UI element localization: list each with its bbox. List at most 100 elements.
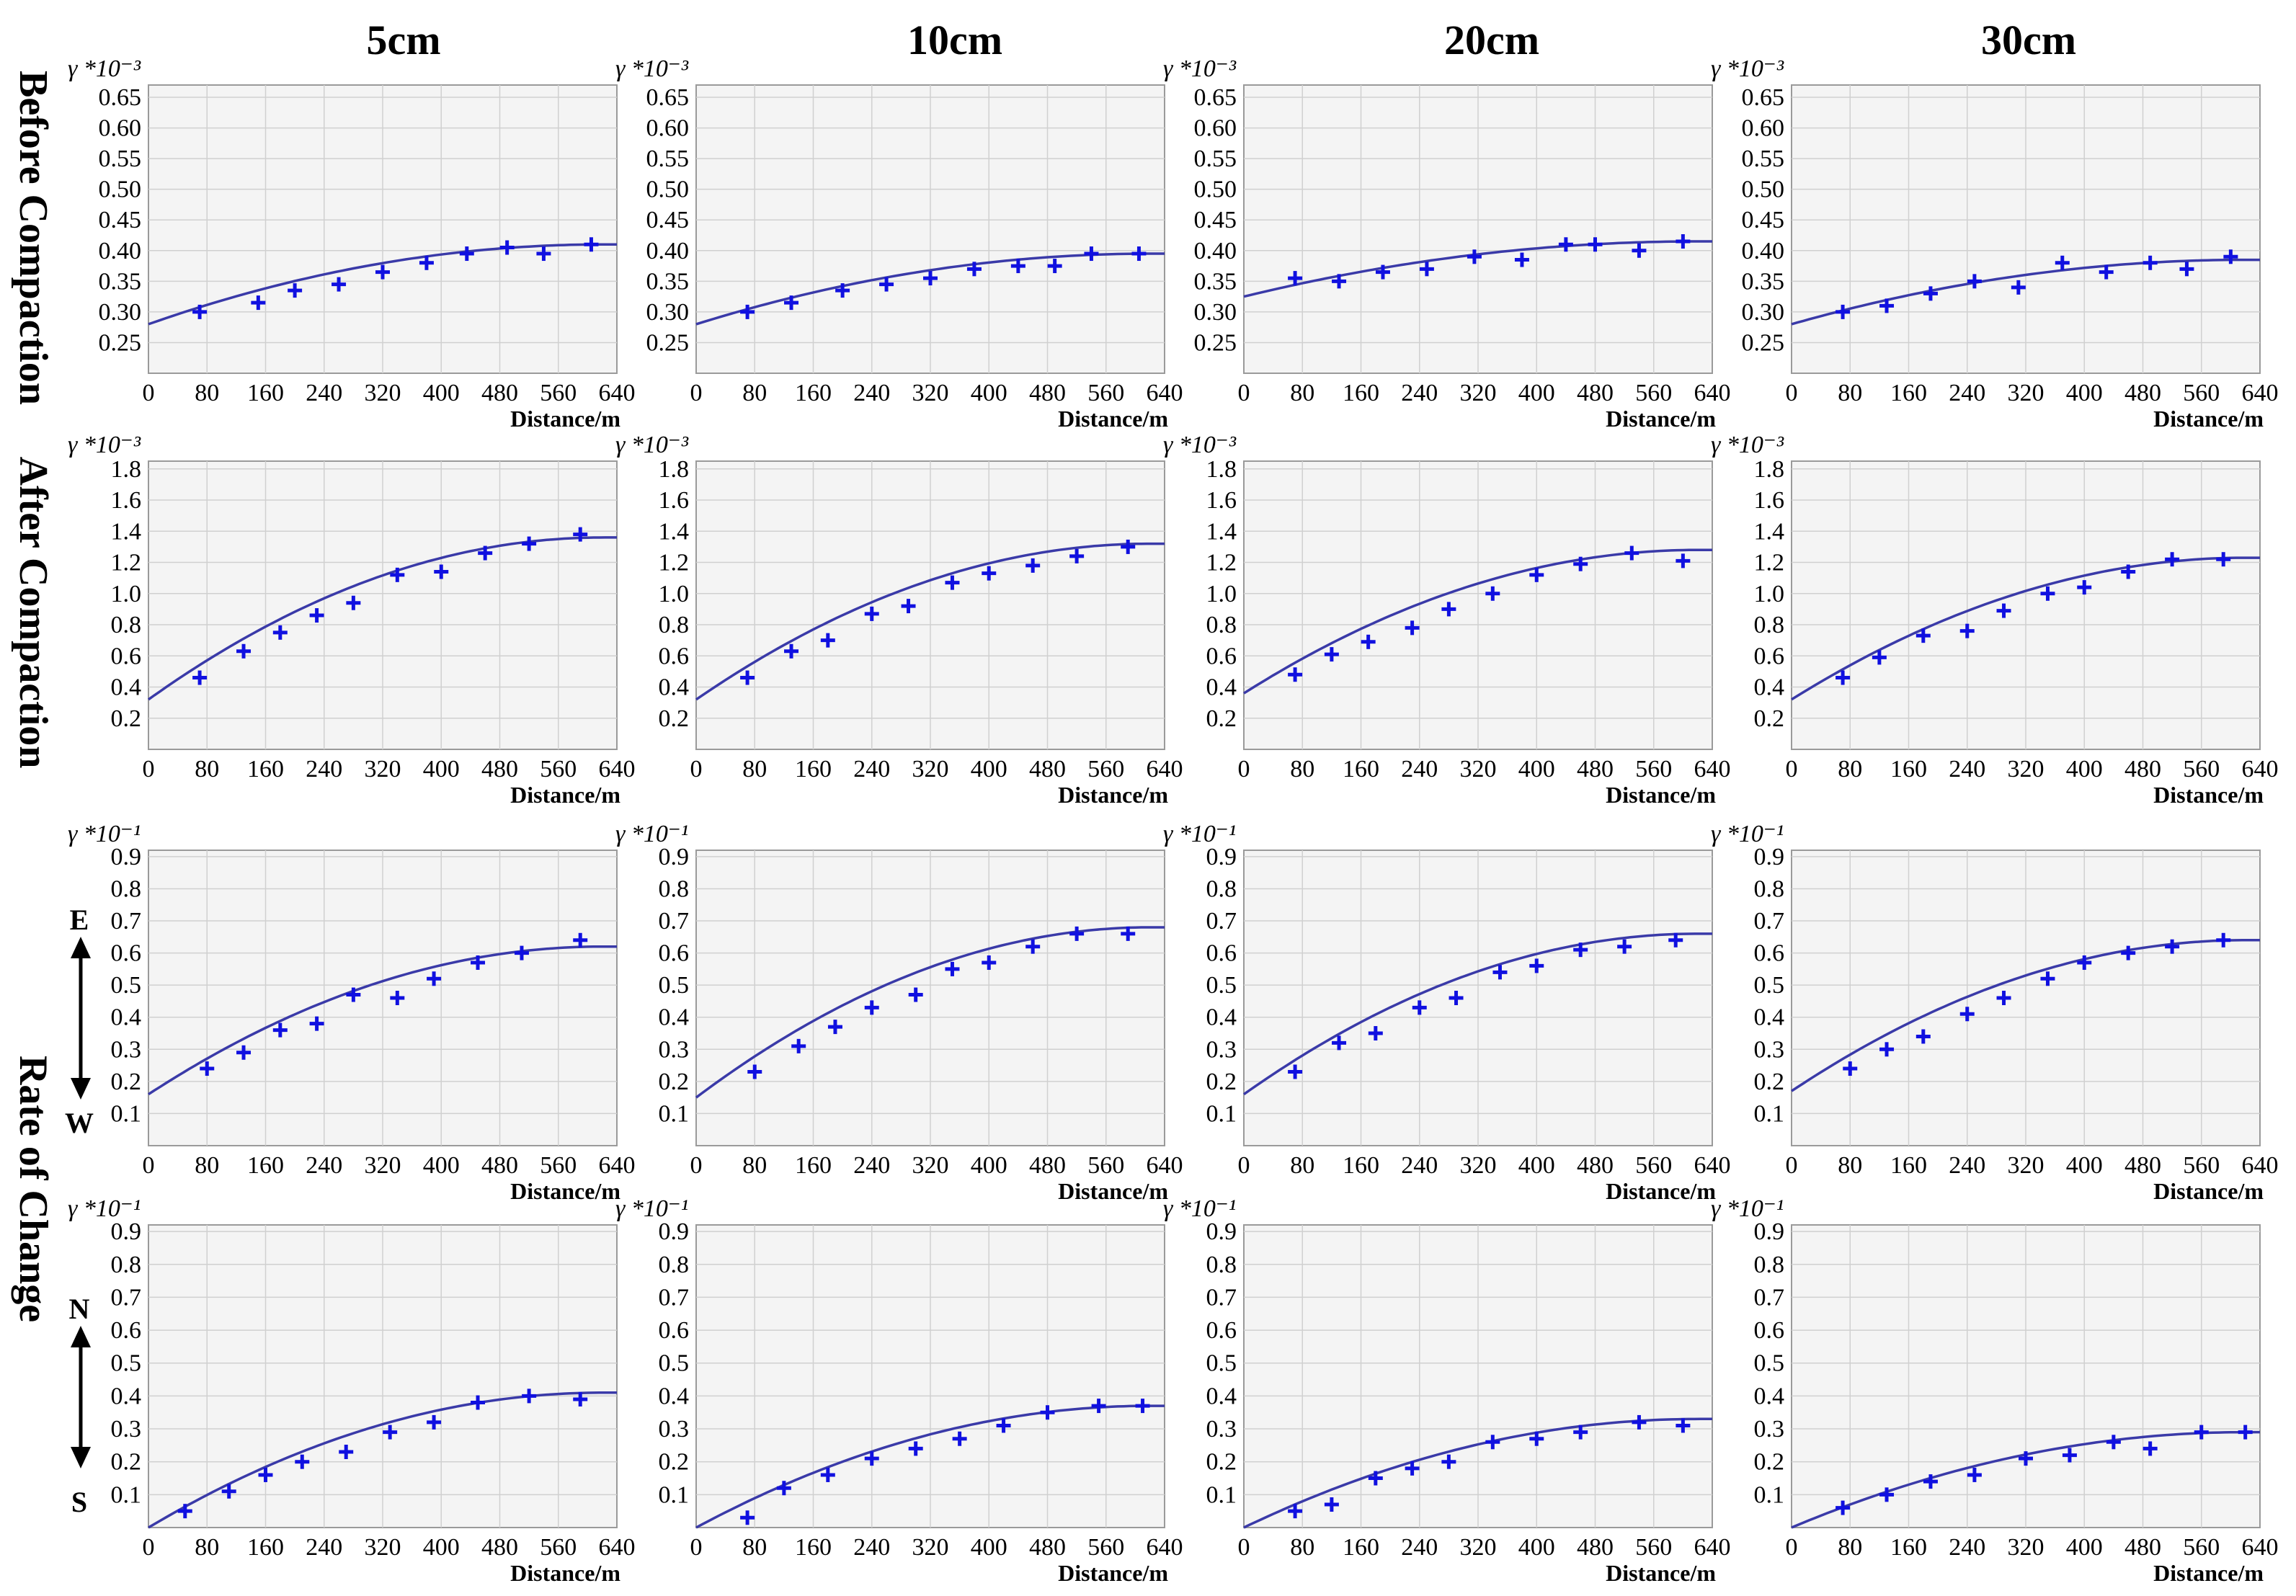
y-tick-label: 1.2: [659, 550, 690, 576]
y-tick-label: 0.2: [111, 705, 142, 732]
data-point: [2011, 280, 2026, 295]
y-tick-label: 0.2: [1206, 705, 1237, 732]
y-axis-label: γ *10⁻¹: [1711, 821, 1784, 847]
y-tick-label: 0.7: [659, 1284, 690, 1311]
y-tick-label: 0.6: [659, 940, 690, 967]
data-point: [1843, 1061, 1858, 1076]
data-point: [901, 599, 916, 614]
data-point: [1573, 556, 1588, 571]
data-point: [908, 1441, 923, 1456]
x-tick-label: 0: [1786, 380, 1798, 406]
data-point: [1617, 939, 1632, 954]
x-tick-label: 640: [1694, 756, 1731, 783]
y-tick-label: 0.40: [646, 238, 690, 264]
y-tick-label: 0.4: [1754, 674, 1785, 701]
data-point: [1084, 246, 1099, 262]
x-axis-label: Distance/m: [2153, 1178, 2264, 1204]
data-point: [419, 255, 434, 270]
data-point: [192, 670, 208, 685]
x-tick-label: 640: [1147, 1152, 1183, 1179]
y-tick-label: 0.2: [1754, 1449, 1785, 1476]
y-tick-label: 0.6: [1206, 940, 1237, 967]
y-tick-label: 0.1: [1206, 1100, 1237, 1127]
data-point: [879, 277, 894, 292]
x-tick-label: 400: [971, 380, 1007, 406]
y-axis-label: γ *10⁻³: [1163, 432, 1237, 458]
data-point: [2040, 586, 2055, 601]
data-point: [2040, 971, 2055, 986]
y-axis-label: γ *10⁻³: [68, 55, 141, 82]
x-tick-label: 560: [2183, 1152, 2220, 1179]
y-tick-label: 0.65: [1742, 84, 1785, 111]
direction-e: E: [70, 904, 89, 936]
data-point: [1412, 1000, 1427, 1015]
y-tick-label: 0.8: [111, 875, 142, 902]
data-point: [1324, 647, 1339, 662]
y-tick-label: 1.8: [111, 456, 142, 483]
x-tick-label: 240: [1949, 756, 1985, 783]
panel-0-1: 0 80 160 240 320 400 480 560 640 0.25 0.30 0.35 0.40…: [615, 55, 1183, 432]
y-tick-label: 0.5: [111, 1350, 142, 1377]
x-tick-label: 560: [1635, 1534, 1672, 1561]
x-tick-label: 400: [2066, 1534, 2103, 1561]
x-tick-label: 160: [247, 1152, 284, 1179]
x-axis-label: Distance/m: [2153, 782, 2264, 808]
data-point: [2179, 262, 2194, 277]
x-tick-label: 240: [306, 380, 342, 406]
data-point: [966, 262, 982, 277]
x-tick-label: 0: [690, 1152, 703, 1179]
data-point: [2165, 552, 2180, 567]
data-point: [982, 955, 997, 970]
x-tick-label: 320: [912, 1152, 949, 1179]
y-tick-label: 0.9: [111, 1218, 142, 1245]
data-point: [459, 246, 474, 262]
data-point: [2238, 1425, 2253, 1440]
x-tick-label: 80: [1838, 380, 1862, 406]
x-tick-label: 240: [853, 1534, 890, 1561]
data-point: [192, 304, 208, 319]
x-tick-label: 320: [365, 1152, 401, 1179]
x-tick-label: 560: [1635, 380, 1672, 406]
data-point: [2019, 1451, 2033, 1466]
x-tick-label: 0: [143, 380, 155, 406]
y-tick-label: 0.6: [1754, 1317, 1785, 1344]
y-tick-label: 0.7: [111, 908, 142, 935]
y-tick-label: 1.6: [1206, 487, 1237, 514]
panel-3-1: 0 80 160 240 320 400 480 560 640 0.1 0.2 0.3 0.4 0.5 0…: [615, 1195, 1183, 1586]
data-point: [309, 1016, 324, 1031]
data-point: [1441, 1454, 1456, 1469]
data-point: [288, 283, 303, 298]
x-tick-label: 560: [1635, 1152, 1672, 1179]
y-tick-label: 0.9: [1754, 1218, 1785, 1245]
x-tick-label: 400: [1518, 1534, 1555, 1561]
data-point: [820, 633, 835, 648]
data-point: [1836, 670, 1851, 685]
data-point: [1632, 1414, 1647, 1430]
y-tick-label: 0.3: [111, 1416, 142, 1443]
y-tick-label: 0.7: [1206, 908, 1237, 935]
data-point: [573, 527, 588, 542]
panel-2-0: 0 80 160 240 320 400 480 560 640 0.1 0.2 0.3 0.4 0.5 0…: [68, 821, 636, 1204]
y-tick-label: 0.3: [1206, 1036, 1237, 1063]
x-tick-label: 400: [1518, 756, 1555, 783]
panel-1-3: 0 80 160 240 320 400 480 560 640 0.2 0.4 0.6 0.8 1.0 1…: [1711, 432, 2279, 808]
data-point: [346, 987, 361, 1002]
y-axis-label: γ *10⁻¹: [1711, 1195, 1784, 1222]
fit-curve: [1791, 258, 2260, 326]
x-tick-label: 400: [2066, 756, 2103, 783]
fit-curve: [1791, 939, 2260, 1092]
y-tick-label: 0.45: [1194, 207, 1237, 233]
x-tick-label: 640: [1694, 380, 1731, 406]
y-tick-label: 1.4: [1206, 518, 1237, 545]
y-tick-label: 0.50: [646, 177, 690, 203]
x-tick-label: 320: [365, 756, 401, 783]
data-point: [1375, 264, 1390, 280]
y-tick-label: 0.65: [646, 84, 690, 111]
data-point: [1915, 628, 1931, 643]
panel-1-1: 0 80 160 240 320 400 480 560 640 0.2 0.4 0.6 0.8 1.0 1…: [615, 432, 1183, 808]
data-point: [1624, 545, 1639, 561]
data-point: [1959, 1007, 1975, 1022]
data-point: [2077, 955, 2092, 970]
x-tick-label: 400: [971, 1152, 1007, 1179]
data-point: [1069, 926, 1085, 941]
